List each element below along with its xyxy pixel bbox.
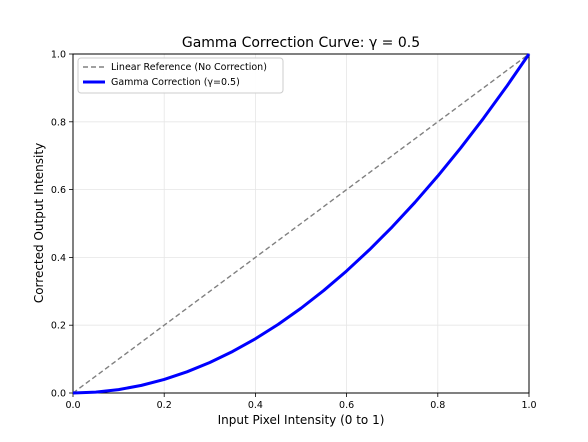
grid <box>72 53 530 394</box>
series-group <box>72 53 531 395</box>
legend-box <box>77 57 284 94</box>
x-tick-label: 1.0 <box>521 400 536 411</box>
legend-label-gamma: Gamma Correction (γ=0.5) <box>111 77 240 88</box>
x-tick-label: 0.4 <box>248 400 263 411</box>
y-tick-label: 0.2 <box>51 321 66 332</box>
x-axis-label: Input Pixel Intensity (0 to 1) <box>218 413 385 427</box>
plot-area-frame <box>72 53 530 394</box>
x-tick-label: 0.0 <box>65 400 80 411</box>
y-tick-label: 0.4 <box>51 253 66 264</box>
x-tick-label: 0.8 <box>430 400 445 411</box>
legend-label-linear: Linear Reference (No Correction) <box>111 62 267 73</box>
y-axis-label: Corrected Output Intensity <box>32 143 46 303</box>
y-tick-label: 0.8 <box>51 117 66 128</box>
legend: Linear Reference (No Correction) Gamma C… <box>77 57 284 94</box>
linear-reference-line <box>72 53 530 394</box>
y-tick-label: 0.0 <box>51 389 66 400</box>
chart-title: Gamma Correction Curve: γ = 0.5 <box>182 35 420 51</box>
x-tick-label: 0.2 <box>157 400 172 411</box>
axis-ticks: 0.0 0.2 0.4 0.6 0.8 1.0 0.0 0.2 0.4 0.6 0.8 1.0 <box>51 50 537 412</box>
gamma-correction-curve <box>72 53 531 395</box>
x-tick-label: 0.6 <box>339 400 354 411</box>
y-tick-label: 0.6 <box>51 185 66 196</box>
y-tick-label: 1.0 <box>51 50 66 61</box>
